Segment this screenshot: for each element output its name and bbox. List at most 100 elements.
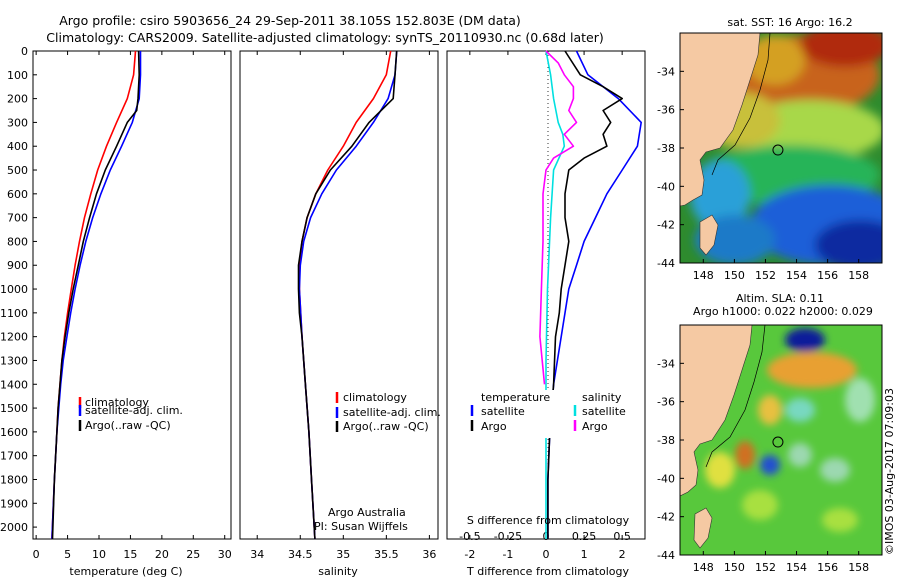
legend-temperature-heading: temperature <box>481 391 550 404</box>
sst-map: sat. SST: 16 Argo: 16.2 148 150 152 154 156 1… <box>657 16 883 282</box>
sla-map-subtitle: Argo h1000: 0.022 h2000: 0.029 <box>693 305 873 318</box>
legend-background <box>478 390 638 438</box>
sst-map-axes: 148 150 152 154 156 158 -34 -36 -38 -40 -42 -44 <box>657 65 869 282</box>
series-line-climatology <box>298 50 392 540</box>
temperature-plot-frame <box>32 50 232 540</box>
salinity-x-label: salinity <box>318 565 358 578</box>
depth-tick-label: 1100 <box>0 307 28 320</box>
lat-tick-label: -40 <box>657 472 675 485</box>
lon-tick-label: 154 <box>786 269 807 282</box>
x-tick-label: 34.5 <box>288 548 313 561</box>
legend-s-argo-label: Argo <box>582 420 608 433</box>
depth-tick-label: 900 <box>7 259 28 272</box>
series-line-argo-raw-qc <box>51 50 140 540</box>
depth-tick-label: 1500 <box>0 402 28 415</box>
sla-map: Altim. SLA: 0.11 Argo h1000: 0.022 h2000… <box>657 292 883 574</box>
lat-tick-label: -34 <box>657 357 675 370</box>
depth-tick-label: 100 <box>7 69 28 82</box>
salinity-series <box>297 50 398 540</box>
lat-tick-label: -36 <box>657 104 675 117</box>
salinity-plot-frame <box>239 50 439 540</box>
x-tick-label: 34 <box>250 548 264 561</box>
lon-tick-label: 152 <box>755 561 776 574</box>
x-tick-label: 10 <box>92 548 106 561</box>
x-tick-label: 36 <box>422 548 436 561</box>
temperature-x-label: temperature (deg C) <box>69 565 182 578</box>
legend-argo-label: Argo(..raw -QC) <box>343 420 429 433</box>
series-line-t-satellite <box>547 50 643 539</box>
legend-climatology-label: climatology <box>85 396 149 409</box>
series-line-argo-raw-qc <box>297 50 398 540</box>
s-diff-tick-label: 0.5 <box>613 530 631 543</box>
lat-tick-label: -40 <box>657 180 675 193</box>
s-diff-tick-label: -0.25 <box>494 530 522 543</box>
sla-map-title: Altim. SLA: 0.11 <box>736 292 824 305</box>
lon-tick-label: 154 <box>786 561 807 574</box>
temperature-panel: 0100200300400500600700800900100011001200… <box>0 45 232 578</box>
difference-panel: -2 -1 0 1 2 -0.5 -0.25 0 0.25 0.5 temperature sa… <box>446 50 646 578</box>
x-tick-label: 5 <box>64 548 71 561</box>
depth-tick-label: 300 <box>7 116 28 129</box>
depth-tick-label: 500 <box>7 164 28 177</box>
depth-tick-label: 1900 <box>0 497 28 510</box>
lon-tick-label: 148 <box>693 269 714 282</box>
legend-salinity-heading: salinity <box>582 391 622 404</box>
pi-label: PI: Susan Wijffels <box>314 520 408 533</box>
sla-argo-marker <box>772 436 784 448</box>
x-tick-label: 0 <box>543 548 550 561</box>
legend-satellite-label: satellite-adj. clim. <box>85 404 183 417</box>
salinity-x-axis: 34 34.5 35 35.5 36 <box>250 51 436 561</box>
depth-tick-label: 1200 <box>0 331 28 344</box>
t-difference-x-label: T difference from climatology <box>466 565 629 578</box>
depth-tick-label: 1600 <box>0 426 28 439</box>
sst-map-title: sat. SST: 16 Argo: 16.2 <box>727 16 852 29</box>
lon-tick-label: 158 <box>848 269 869 282</box>
depth-tick-label: 400 <box>7 140 28 153</box>
depth-tick-label: 1300 <box>0 354 28 367</box>
figure-title-line1: Argo profile: csiro 5903656_24 29-Sep-20… <box>59 13 521 28</box>
depth-tick-label: 200 <box>7 93 28 106</box>
s-difference-x-axis: -0.5 -0.25 0 0.25 0.5 <box>459 530 631 543</box>
series-line-climatology <box>51 50 137 540</box>
legend-t-argo-label: Argo <box>481 420 507 433</box>
x-tick-label: 25 <box>186 548 200 561</box>
sst-map-land <box>680 33 761 207</box>
depth-tick-label: 700 <box>7 212 28 225</box>
sst-map-image <box>680 33 882 263</box>
sla-map-land <box>680 325 753 497</box>
lat-tick-label: -44 <box>657 549 675 562</box>
lon-tick-label: 148 <box>693 561 714 574</box>
lon-tick-label: 158 <box>848 561 869 574</box>
argo-australia-label: Argo Australia <box>328 506 406 519</box>
difference-series <box>539 50 643 539</box>
x-tick-label: 30 <box>218 548 232 561</box>
legend-climatology-label: climatology <box>343 391 407 404</box>
x-tick-label: 35.5 <box>374 548 399 561</box>
depth-tick-label: 1800 <box>0 473 28 486</box>
x-tick-label: 1 <box>581 548 588 561</box>
lat-tick-label: -38 <box>657 434 675 447</box>
lat-tick-label: -38 <box>657 142 675 155</box>
temperature-legend: climatology satellite-adj. clim. Argo(..… <box>78 396 183 432</box>
depth-tick-label: 2000 <box>0 521 28 534</box>
x-tick-label: 0 <box>33 548 40 561</box>
lat-tick-label: -42 <box>657 511 675 524</box>
depth-tick-label: 1000 <box>0 283 28 296</box>
t-difference-x-axis: -2 -1 0 1 2 <box>464 51 626 561</box>
lon-tick-label: 150 <box>724 561 745 574</box>
lon-tick-label: 156 <box>817 561 838 574</box>
lon-tick-label: 152 <box>755 269 776 282</box>
sla-map-image <box>680 325 882 555</box>
x-tick-label: 35 <box>336 548 350 561</box>
x-tick-label: 2 <box>619 548 626 561</box>
series-line-s-satellite <box>545 50 566 539</box>
lat-tick-label: -42 <box>657 219 675 232</box>
lon-tick-label: 156 <box>817 269 838 282</box>
x-tick-label: -1 <box>502 548 513 561</box>
series-line-s-argo <box>539 50 578 385</box>
x-tick-label: -2 <box>464 548 475 561</box>
depth-axis: 0 100 200 300 400 500 600 700 800 900 1000 1100 1200… <box>0 45 37 534</box>
series-line-satellite-adj-clim <box>298 50 398 540</box>
lon-tick-label: 150 <box>724 269 745 282</box>
